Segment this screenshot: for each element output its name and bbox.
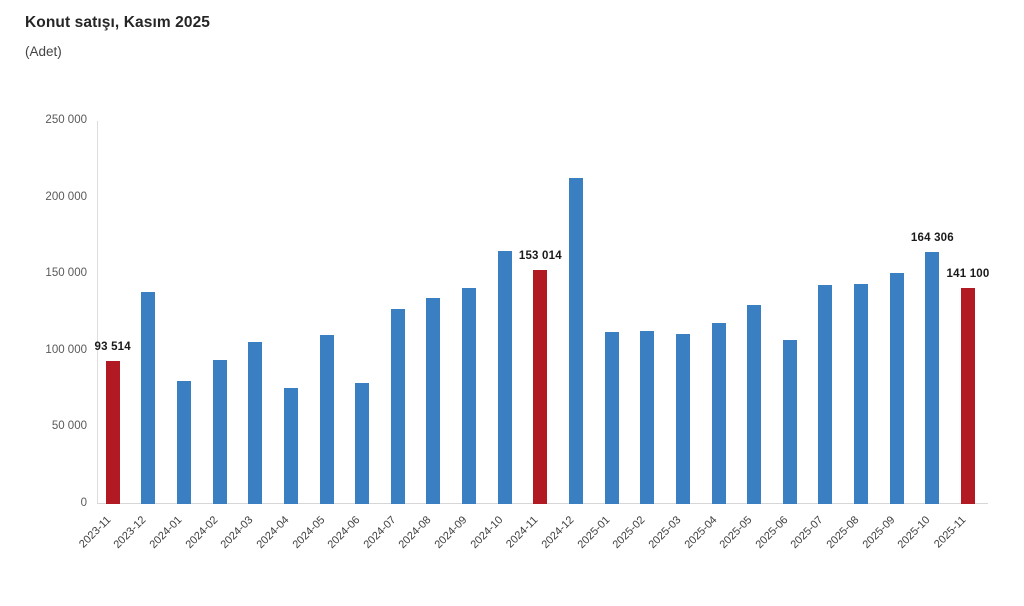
y-axis-tick-label: 50 000 <box>51 420 87 433</box>
bar-2024-08 <box>426 298 441 504</box>
bar-2025-06 <box>782 339 797 504</box>
bar-2025-08 <box>854 284 869 504</box>
data-label-2023-11: 93 514 <box>94 340 131 353</box>
bar-2024-01 <box>176 380 191 504</box>
y-axis-tick-label: 100 000 <box>45 343 87 356</box>
bar-2024-07 <box>390 309 405 504</box>
bar-2024-11 <box>533 269 548 504</box>
bar-2024-10 <box>497 251 512 504</box>
bar-2025-03 <box>675 334 690 504</box>
bar-2024-06 <box>355 382 370 504</box>
bar-2024-09 <box>462 288 477 504</box>
bar-2025-02 <box>640 331 655 504</box>
bar-2023-12 <box>141 291 156 504</box>
data-label-2024-11: 153 014 <box>518 249 562 262</box>
bar-2024-03 <box>248 342 263 504</box>
bar-2025-09 <box>889 273 904 504</box>
bar-2025-04 <box>711 322 726 504</box>
y-axis-tick-label: 150 000 <box>45 267 87 280</box>
bar-2025-05 <box>747 304 762 504</box>
bar-2024-05 <box>319 334 334 504</box>
chart-subtitle: (Adet) <box>25 44 62 59</box>
y-axis-tick-label: 200 000 <box>45 190 87 203</box>
data-label-2025-10: 164 306 <box>910 232 954 245</box>
bar-2025-10 <box>925 252 940 504</box>
bar-2024-12 <box>569 178 583 504</box>
bar-2024-02 <box>212 360 227 504</box>
bar-2025-11 <box>961 287 976 504</box>
bar-2023-11 <box>105 360 120 504</box>
y-axis-tick-label: 0 <box>80 497 87 509</box>
bar-2024-04 <box>283 388 298 504</box>
data-label-2025-11: 141 100 <box>946 267 990 280</box>
bar-2025-07 <box>818 285 833 504</box>
y-axis-tick-label: 250 000 <box>45 114 87 126</box>
bar-2025-01 <box>604 332 619 504</box>
chart-title: Konut satışı, Kasım 2025 <box>25 14 211 31</box>
